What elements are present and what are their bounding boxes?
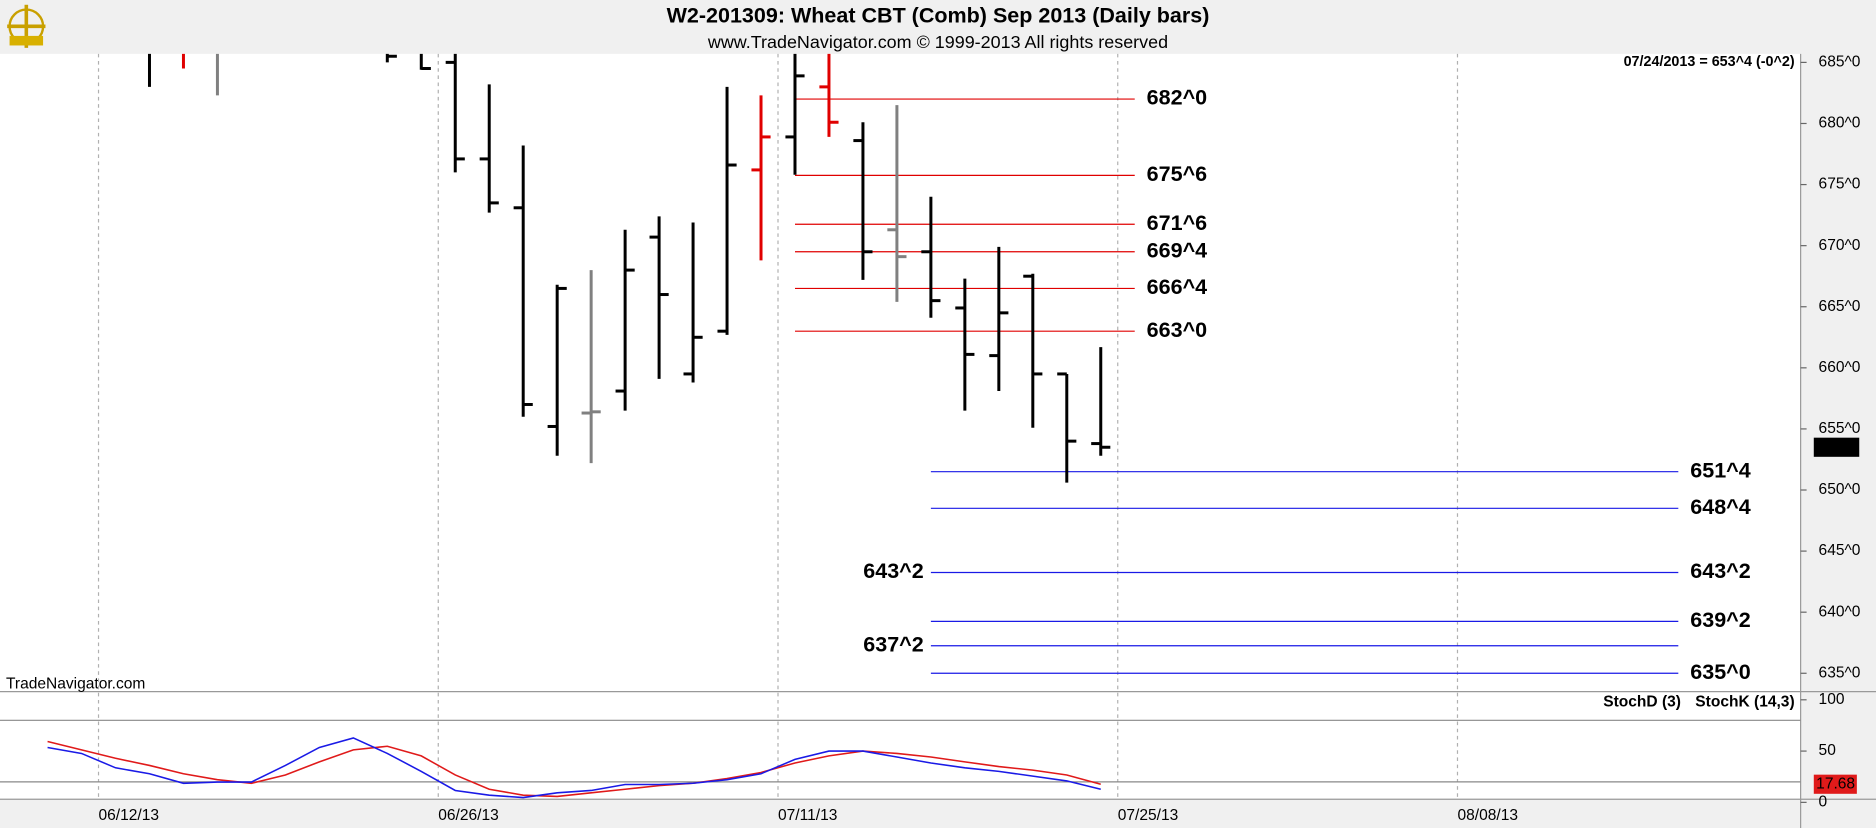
level-label: 639^2 xyxy=(1690,608,1750,632)
y-tick-label: 50 xyxy=(1819,742,1837,759)
price-info: 07/24/2013 = 653^4 (-0^2) xyxy=(1624,54,1795,70)
watermark: TradeNavigator.com xyxy=(6,676,145,693)
level-label: 643^2 xyxy=(1690,559,1750,583)
y-tick-label: 645^0 xyxy=(1819,542,1861,559)
x-tick-label: 06/12/13 xyxy=(99,807,160,824)
x-tick-label: 06/26/13 xyxy=(438,807,499,824)
y-tick-label: 680^0 xyxy=(1819,115,1861,132)
y-tick-label: 100 xyxy=(1819,691,1845,708)
x-tick-label: 08/08/13 xyxy=(1457,807,1518,824)
y-tick-label: 685^0 xyxy=(1819,54,1861,71)
y-tick-label: 670^0 xyxy=(1819,237,1861,254)
level-label: 643^2 xyxy=(863,559,923,583)
legend-entry: StochD (3) xyxy=(1603,693,1681,710)
stoch-line xyxy=(47,740,1101,798)
chart-title: W2-201309: Wheat CBT (Comb) Sep 2013 (Da… xyxy=(667,3,1210,27)
level-label: 669^4 xyxy=(1147,238,1207,262)
last-value-box xyxy=(1813,774,1857,794)
y-tick-label: 660^0 xyxy=(1819,359,1861,376)
chart-subtitle: www.TradeNavigator.com © 1999-2013 All r… xyxy=(707,32,1168,52)
y-tick-label: 635^0 xyxy=(1819,664,1861,681)
level-label: 666^4 xyxy=(1147,275,1207,299)
stoch-plot xyxy=(0,719,1801,799)
x-tick-label: 07/11/13 xyxy=(778,807,837,824)
last-value-label: 17.68 xyxy=(1816,775,1855,792)
y-tick-label: 655^0 xyxy=(1819,420,1861,437)
y-tick-label: 640^0 xyxy=(1819,603,1861,620)
y-tick-label: 665^0 xyxy=(1819,298,1861,315)
last-price-box xyxy=(1813,437,1860,457)
y-tick-label: 0 xyxy=(1819,793,1828,810)
level-label: 663^0 xyxy=(1147,318,1207,342)
price-plot xyxy=(147,53,1679,674)
price-panel xyxy=(0,53,1801,692)
level-label: 675^6 xyxy=(1147,162,1207,186)
x-tick-label: 07/25/13 xyxy=(1118,807,1179,824)
last-price-label: 653^4 xyxy=(1816,438,1858,455)
axes: 685^0 680^0 675^0 670^0 665^0 660^0 655^0 650^0… xyxy=(99,54,1861,825)
level-label: 648^4 xyxy=(1690,495,1750,519)
y-tick-label: 675^0 xyxy=(1819,176,1861,193)
grid xyxy=(97,53,1459,800)
level-label: 635^0 xyxy=(1690,660,1750,684)
logo xyxy=(7,4,46,48)
y-tick-label: 650^0 xyxy=(1819,481,1861,498)
level-label: 682^0 xyxy=(1147,86,1207,110)
legend-entry: StochK (14,3) xyxy=(1695,693,1794,710)
level-label: 651^4 xyxy=(1690,458,1750,482)
level-label: 637^2 xyxy=(863,632,923,656)
stoch-panel xyxy=(0,691,1801,800)
stoch-line xyxy=(47,737,1101,799)
level-label: 671^6 xyxy=(1147,211,1207,235)
